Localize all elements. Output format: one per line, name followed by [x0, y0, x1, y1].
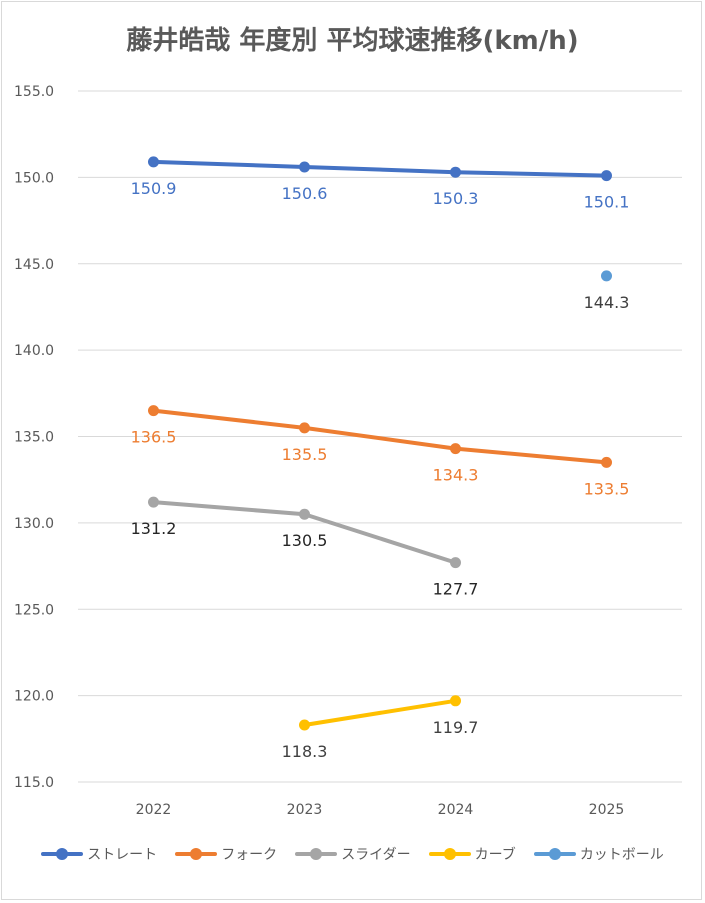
data-point	[299, 719, 310, 731]
data-point	[299, 161, 310, 173]
series-line	[302, 425, 458, 451]
x-tick-label: 2023	[287, 802, 323, 818]
data-point	[148, 156, 159, 168]
data-point	[450, 166, 461, 178]
y-tick-label: 145.0	[14, 257, 54, 273]
chart-title: 藤井皓哉 年度別 平均球速推移(km/h)	[126, 26, 579, 56]
data-point	[601, 456, 612, 468]
series-line	[151, 159, 307, 170]
data-label: 134.3	[433, 466, 479, 485]
legend-item: カーブ	[428, 844, 516, 864]
y-tick-label: 115.0	[14, 775, 54, 791]
data-label: 144.3	[584, 293, 630, 312]
series-line	[453, 446, 609, 465]
y-tick-label: 150.0	[14, 170, 54, 186]
data-label: 131.2	[131, 519, 177, 538]
data-label: 150.9	[131, 179, 177, 198]
x-tick-label: 2024	[438, 802, 474, 818]
chart-legend: ストレート フォーク スライダー カーブ カットボール	[0, 842, 705, 866]
data-point	[299, 422, 310, 434]
x-tick-label: 2022	[136, 802, 172, 818]
data-point	[148, 405, 159, 417]
legend-swatch	[41, 848, 84, 860]
legend-swatch	[428, 848, 471, 860]
data-label: 135.5	[282, 445, 328, 464]
data-label: 150.3	[433, 189, 479, 208]
data-point	[601, 170, 612, 182]
series-line	[302, 512, 458, 565]
legend-swatch	[533, 848, 576, 860]
data-label: 150.1	[584, 193, 630, 212]
legend-label: ストレート	[87, 847, 158, 863]
series-line	[151, 408, 307, 430]
data-label: 127.7	[433, 580, 479, 599]
y-tick-label: 130.0	[14, 516, 54, 532]
legend-item: カットボール	[533, 844, 664, 864]
y-tick-label: 125.0	[14, 602, 54, 618]
y-tick-label: 120.0	[14, 689, 54, 705]
legend-label: スライダー	[341, 847, 411, 863]
legend-label: カットボール	[579, 847, 664, 863]
legend-label: カーブ	[474, 847, 516, 863]
series-line	[453, 170, 609, 178]
data-label: 118.3	[282, 742, 328, 761]
data-label: 150.6	[282, 184, 328, 203]
data-point	[148, 496, 159, 508]
legend-item: スライダー	[295, 844, 411, 864]
data-point	[450, 557, 461, 569]
y-tick-label: 135.0	[14, 430, 54, 446]
x-tick-label: 2025	[589, 802, 625, 818]
data-label: 119.7	[433, 718, 479, 737]
data-point	[601, 270, 612, 282]
data-label: 136.5	[131, 428, 177, 447]
series-line	[302, 165, 458, 175]
series-line	[151, 500, 307, 517]
y-tick-label: 140.0	[14, 343, 54, 359]
legend-item: フォーク	[175, 844, 277, 864]
legend-label: フォーク	[221, 847, 278, 863]
y-tick-label: 155.0	[14, 84, 54, 100]
series-line	[302, 698, 458, 727]
data-point	[450, 443, 461, 455]
data-label: 133.5	[584, 479, 630, 498]
data-point	[450, 695, 461, 707]
legend-item: ストレート	[41, 844, 157, 864]
legend-swatch	[175, 848, 218, 860]
data-label: 130.5	[282, 531, 328, 550]
data-point	[299, 508, 310, 520]
legend-swatch	[295, 848, 338, 860]
